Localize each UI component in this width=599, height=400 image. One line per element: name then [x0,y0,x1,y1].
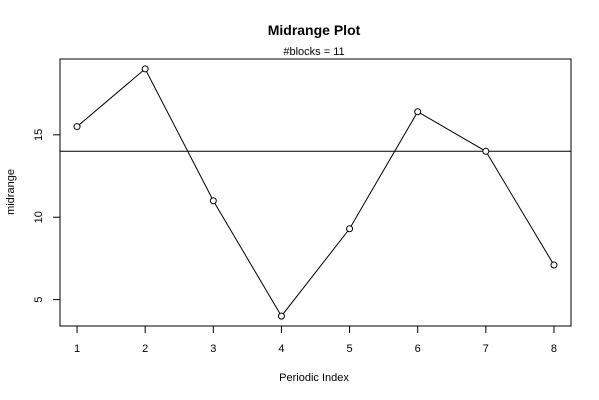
chart-subtitle: #blocks = 11 [283,46,344,58]
y-axis-label: midrange [5,169,17,215]
x-tick-label: 3 [210,343,216,355]
y-tick-label: 15 [33,129,45,141]
x-tick-label: 4 [278,343,284,355]
x-tick-label: 8 [551,343,557,355]
data-point [141,65,149,73]
data-point [209,197,217,205]
x-tick-label: 1 [74,343,80,355]
chart-title: Midrange Plot [268,22,361,38]
data-point [73,123,81,131]
y-axis: 5 10 15 [33,129,61,303]
data-point [277,312,285,320]
plot-area-box [59,58,572,327]
x-axis: 1 2 3 4 5 6 7 8 [74,325,557,355]
x-tick-label: 7 [483,343,489,355]
series-line [76,68,555,317]
y-tick-label: 5 [33,297,45,303]
data-points [73,65,558,320]
y-tick-label: 10 [33,211,45,223]
x-tick-label: 5 [347,343,353,355]
data-point [550,261,558,269]
x-tick-label: 6 [415,343,421,355]
data-point [482,147,490,155]
x-tick-label: 2 [142,343,148,355]
data-point [414,108,422,116]
data-point [346,225,354,233]
x-axis-label: Periodic Index [279,372,349,384]
